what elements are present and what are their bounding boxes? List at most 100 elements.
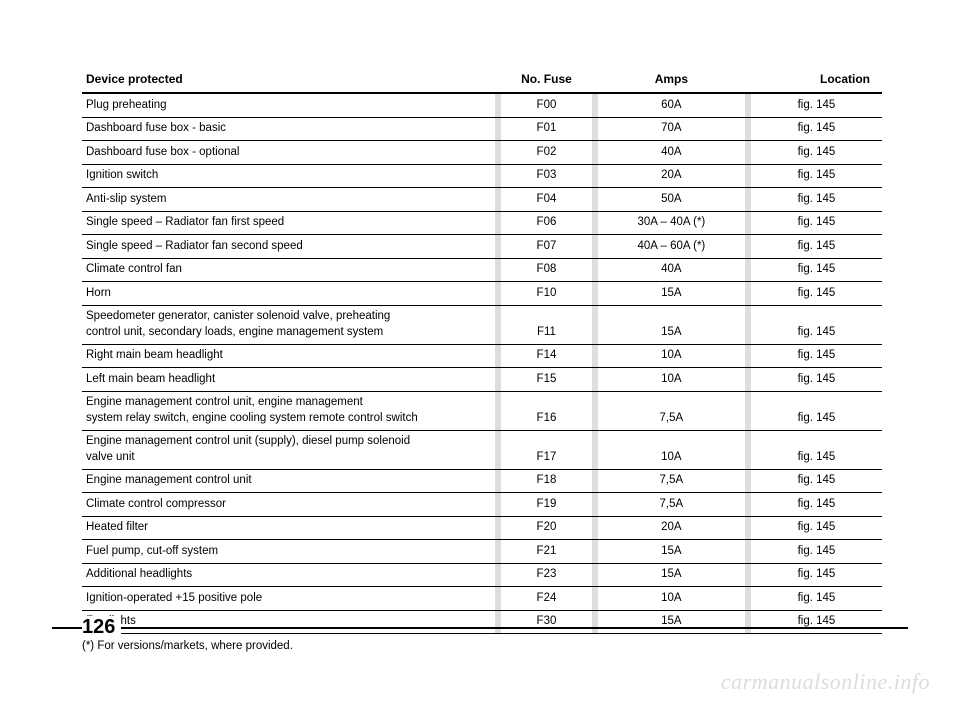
- cell-fuse: F20: [501, 516, 592, 540]
- cell-fuse: F04: [501, 188, 592, 212]
- cell-amps: 10A: [598, 368, 745, 392]
- cell-location: fig. 145: [751, 188, 882, 212]
- table-row: Climate control compressorF197,5Afig. 14…: [82, 493, 882, 517]
- cell-amps: 70A: [598, 117, 745, 141]
- col-header-location: Location: [751, 68, 882, 93]
- cell-device: Right main beam headlight: [82, 344, 495, 368]
- cell-location: fig. 145: [751, 493, 882, 517]
- cell-location: fig. 145: [751, 141, 882, 165]
- cell-device: Left main beam headlight: [82, 368, 495, 392]
- cell-amps: 20A: [598, 164, 745, 188]
- cell-location: fig. 145: [751, 211, 882, 235]
- table-row: Fuel pump, cut-off systemF2115Afig. 145: [82, 540, 882, 564]
- cell-device: Anti-slip system: [82, 188, 495, 212]
- cell-amps: 15A: [598, 563, 745, 587]
- cell-amps: 50A: [598, 188, 745, 212]
- cell-fuse: F17: [501, 430, 592, 469]
- table-row: Dashboard fuse box - optionalF0240Afig. …: [82, 141, 882, 165]
- col-header-amps: Amps: [598, 68, 745, 93]
- cell-fuse: F19: [501, 493, 592, 517]
- cell-device: Fuel pump, cut-off system: [82, 540, 495, 564]
- cell-device: Additional headlights: [82, 563, 495, 587]
- table-header-row: Device protected No. Fuse Amps Location: [82, 68, 882, 93]
- cell-device: Ignition switch: [82, 164, 495, 188]
- table-row: Speedometer generator, canister solenoid…: [82, 305, 882, 344]
- table-row: Climate control fanF0840Afig. 145: [82, 258, 882, 282]
- cell-device: Climate control compressor: [82, 493, 495, 517]
- cell-location: fig. 145: [751, 117, 882, 141]
- table-row: Ignition-operated +15 positive poleF2410…: [82, 587, 882, 611]
- cell-location: fig. 145: [751, 540, 882, 564]
- cell-device: Horn: [82, 282, 495, 306]
- table-row: Heated filterF2020Afig. 145: [82, 516, 882, 540]
- page-rule: [52, 627, 908, 629]
- cell-location: fig. 145: [751, 282, 882, 306]
- cell-amps: 60A: [598, 93, 745, 117]
- cell-amps: 40A – 60A (*): [598, 235, 745, 259]
- cell-fuse: F15: [501, 368, 592, 392]
- cell-amps: 15A: [598, 540, 745, 564]
- cell-amps: 30A – 40A (*): [598, 211, 745, 235]
- cell-device: Single speed – Radiator fan second speed: [82, 235, 495, 259]
- table-row: Additional headlightsF2315Afig. 145: [82, 563, 882, 587]
- cell-fuse: F07: [501, 235, 592, 259]
- cell-location: fig. 145: [751, 516, 882, 540]
- table-row: Anti-slip systemF0450Afig. 145: [82, 188, 882, 212]
- table-row: Dashboard fuse box - basicF0170Afig. 145: [82, 117, 882, 141]
- cell-amps: 10A: [598, 587, 745, 611]
- cell-device: Single speed – Radiator fan first speed: [82, 211, 495, 235]
- content-area: Device protected No. Fuse Amps Location …: [82, 68, 882, 652]
- cell-fuse: F01: [501, 117, 592, 141]
- cell-amps: 40A: [598, 258, 745, 282]
- cell-location: fig. 145: [751, 469, 882, 493]
- table-row: Plug preheatingF0060Afig. 145: [82, 93, 882, 117]
- table-row: Engine management control unit, engine m…: [82, 391, 882, 430]
- cell-amps: 15A: [598, 305, 745, 344]
- cell-location: fig. 145: [751, 235, 882, 259]
- cell-amps: 15A: [598, 282, 745, 306]
- cell-location: fig. 145: [751, 305, 882, 344]
- cell-device: Plug preheating: [82, 93, 495, 117]
- cell-device: Engine management control unit (supply),…: [82, 430, 495, 469]
- cell-device: Dashboard fuse box - basic: [82, 117, 495, 141]
- cell-fuse: F14: [501, 344, 592, 368]
- col-header-device: Device protected: [82, 68, 495, 93]
- cell-fuse: F24: [501, 587, 592, 611]
- cell-location: fig. 145: [751, 587, 882, 611]
- table-row: Ignition switchF0320Afig. 145: [82, 164, 882, 188]
- cell-location: fig. 145: [751, 344, 882, 368]
- cell-device: Speedometer generator, canister solenoid…: [82, 305, 495, 344]
- cell-fuse: F10: [501, 282, 592, 306]
- fuse-table: Device protected No. Fuse Amps Location …: [82, 68, 882, 634]
- cell-amps: 20A: [598, 516, 745, 540]
- watermark-text: carmanualsonline.info: [721, 669, 930, 695]
- cell-device: Heated filter: [82, 516, 495, 540]
- table-row: HornF1015Afig. 145: [82, 282, 882, 306]
- cell-fuse: F00: [501, 93, 592, 117]
- cell-amps: 10A: [598, 430, 745, 469]
- cell-location: fig. 145: [751, 93, 882, 117]
- page-footer: 126: [0, 615, 960, 639]
- cell-fuse: F03: [501, 164, 592, 188]
- cell-location: fig. 145: [751, 391, 882, 430]
- table-row: Engine management control unit (supply),…: [82, 430, 882, 469]
- cell-amps: 10A: [598, 344, 745, 368]
- cell-fuse: F11: [501, 305, 592, 344]
- cell-location: fig. 145: [751, 164, 882, 188]
- cell-amps: 7,5A: [598, 391, 745, 430]
- col-header-fuse: No. Fuse: [501, 68, 592, 93]
- table-row: Single speed – Radiator fan first speedF…: [82, 211, 882, 235]
- cell-fuse: F06: [501, 211, 592, 235]
- cell-location: fig. 145: [751, 430, 882, 469]
- cell-device: Engine management control unit, engine m…: [82, 391, 495, 430]
- table-row: Left main beam headlightF1510Afig. 145: [82, 368, 882, 392]
- table-row: Single speed – Radiator fan second speed…: [82, 235, 882, 259]
- cell-device: Dashboard fuse box - optional: [82, 141, 495, 165]
- cell-fuse: F16: [501, 391, 592, 430]
- cell-location: fig. 145: [751, 258, 882, 282]
- cell-fuse: F21: [501, 540, 592, 564]
- cell-device: Ignition-operated +15 positive pole: [82, 587, 495, 611]
- cell-location: fig. 145: [751, 368, 882, 392]
- table-row: Engine management control unitF187,5Afig…: [82, 469, 882, 493]
- cell-location: fig. 145: [751, 563, 882, 587]
